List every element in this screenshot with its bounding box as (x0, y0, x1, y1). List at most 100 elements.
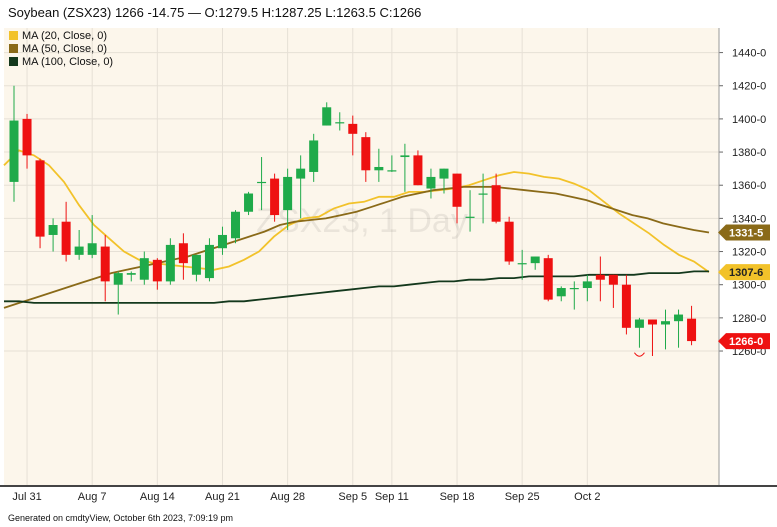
candle-body (61, 221, 71, 255)
legend-swatch (9, 31, 18, 40)
candle-body (595, 274, 605, 280)
y-tick-label: 1380-0 (732, 147, 766, 159)
candle-body (387, 170, 397, 172)
x-tick-label: Jul 31 (12, 491, 41, 503)
legend-swatch (9, 44, 18, 53)
candle-body (35, 160, 45, 237)
price-tag-label: 1331-5 (729, 227, 763, 239)
candle-body (191, 254, 201, 275)
candle-body (244, 193, 254, 212)
candle-body (231, 211, 241, 239)
y-tick-label: 1280-0 (732, 313, 766, 325)
candle-body (283, 176, 293, 211)
candle-body (296, 168, 306, 179)
candle-body (309, 140, 319, 172)
grid (4, 28, 719, 485)
candle-body (361, 137, 371, 171)
moving-average-lines (3, 149, 710, 309)
y-tick-label: 1340-0 (732, 213, 766, 225)
x-tick-label: Sep 18 (440, 491, 475, 503)
candle-body (543, 258, 553, 300)
price-tags: 1331-5 1307-6 1266-0 (718, 224, 770, 350)
candle-body (87, 243, 97, 255)
candle-body (556, 288, 566, 297)
y-tick-label: 1420-0 (732, 81, 766, 93)
price-tag (718, 224, 770, 241)
candle-body (478, 193, 488, 195)
candle-body (452, 173, 462, 207)
candle-body (634, 319, 644, 328)
legend-label: MA (100, Close, 0) (22, 56, 113, 68)
candle-body (687, 318, 697, 342)
candle-body (113, 273, 123, 285)
candle-body (582, 281, 592, 289)
y-tick-label: 1400-0 (732, 114, 766, 126)
candle-body (413, 155, 423, 186)
candle-body (426, 176, 436, 189)
candle-body (100, 246, 110, 282)
candle-body (335, 122, 345, 124)
candle-body (674, 314, 684, 322)
price-tag (718, 264, 770, 281)
candle-body (270, 178, 280, 216)
candles (9, 85, 697, 357)
candle-body (9, 120, 19, 182)
low-marker (634, 352, 645, 357)
x-tick-label: Sep 25 (505, 491, 540, 503)
candle-body (48, 225, 58, 235)
x-tick-label: Aug 28 (270, 491, 305, 503)
ma-line (3, 149, 710, 273)
candle-body (530, 256, 540, 264)
candle-body (126, 273, 136, 275)
y-axis: 1260-01280-01300-01320-01340-01360-01380… (718, 28, 766, 485)
ma-line (3, 185, 710, 309)
chart-title: Soybean (ZSX23) 1266 -14.75 — O:1279.5 H… (8, 5, 421, 20)
y-tick-label: 1440-0 (732, 48, 766, 60)
x-tick-label: Sep 5 (338, 491, 367, 503)
x-tick-label: Aug 14 (140, 491, 175, 503)
candle-body (322, 107, 332, 126)
candle-body (661, 321, 670, 325)
candle-body (465, 216, 475, 218)
candle-body (139, 258, 149, 280)
candle-body (165, 244, 175, 282)
y-tick-label: 1360-0 (732, 180, 766, 192)
y-tick-label: 1320-0 (732, 247, 766, 259)
footer-text: Generated on cmdtyView, October 6th 2023… (8, 513, 233, 523)
candle-body (517, 263, 527, 265)
candle-body (647, 319, 657, 325)
candle-body (569, 288, 579, 290)
candle-body (257, 181, 267, 184)
x-tick-label: Aug 21 (205, 491, 240, 503)
candle-body (74, 246, 84, 255)
candle-body (439, 168, 449, 179)
candle-body (491, 185, 501, 222)
x-axis: Jul 31 Aug 7 Aug 14 Aug 21 Aug 28 Sep 5 Sep 11… (12, 491, 600, 503)
x-tick-label: Sep 11 (375, 491, 409, 503)
y-tick-label: 1300-0 (732, 280, 766, 292)
candle-body (152, 259, 162, 282)
price-tag-label: 1266-0 (729, 336, 763, 348)
price-tag (718, 333, 770, 350)
candle-body (400, 155, 410, 158)
legend-label: MA (20, Close, 0) (22, 30, 107, 42)
price-tag-label: 1307-6 (729, 267, 763, 279)
legend-swatch (9, 57, 18, 66)
footer-bar (0, 508, 777, 527)
candle-body (22, 118, 32, 156)
candle-body (374, 166, 384, 171)
legend-label: MA (50, Close, 0) (22, 43, 107, 55)
candle-body (504, 221, 514, 262)
axis-area (719, 28, 777, 485)
legend: MA (20, Close, 0)MA (50, Close, 0)MA (10… (9, 30, 113, 68)
x-tick-label: Oct 2 (574, 491, 600, 503)
candle-body (204, 244, 214, 279)
bottom-border (0, 485, 777, 487)
candle-body (348, 123, 358, 134)
candle-body (178, 243, 188, 264)
ma-line (4, 270, 709, 304)
plot-area (4, 28, 719, 485)
candle-body (621, 284, 631, 328)
x-tick-label: Aug 7 (78, 491, 107, 503)
